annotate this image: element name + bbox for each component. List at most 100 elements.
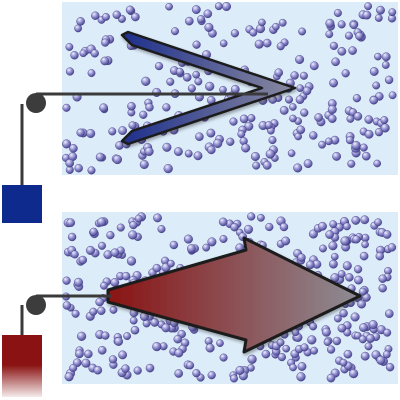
gas-particle <box>279 106 289 115</box>
gas-particle <box>128 230 138 240</box>
gas-particle <box>331 57 340 67</box>
gas-particle <box>290 71 299 80</box>
gas-particle <box>230 29 240 38</box>
gas-particle <box>121 271 131 281</box>
gas-particle <box>297 253 306 262</box>
gas-particle <box>325 230 334 239</box>
gas-particle <box>114 337 124 346</box>
gas-particle <box>145 103 154 112</box>
gas-particle <box>327 104 337 114</box>
gas-particle <box>350 312 360 322</box>
gas-particle <box>258 18 266 27</box>
gas-particle <box>184 16 194 26</box>
bottom-panel <box>0 212 398 400</box>
gas-particle <box>347 159 356 168</box>
gas-particle <box>187 84 196 93</box>
gas-particle <box>97 241 106 250</box>
gas-particle <box>309 61 319 71</box>
gas-particle <box>62 301 72 310</box>
gas-particle <box>353 112 363 121</box>
gas-particle <box>157 225 166 234</box>
gas-particle <box>100 281 108 290</box>
gas-particle <box>281 236 291 246</box>
gas-particle <box>373 159 382 168</box>
gas-particle <box>318 221 327 231</box>
gas-particle <box>369 67 379 76</box>
gas-particle <box>337 323 347 333</box>
gas-particle <box>300 343 309 352</box>
bottom-weight-fade <box>0 365 46 400</box>
gas-particle <box>387 243 397 252</box>
gas-particle <box>343 349 353 359</box>
gas-particle <box>327 114 337 123</box>
gas-particle <box>348 46 357 55</box>
gas-particle <box>161 323 171 333</box>
gas-particle <box>329 41 339 51</box>
gas-particle <box>76 128 85 137</box>
gas-particle <box>163 164 173 174</box>
gas-particle <box>186 244 196 254</box>
gas-particle <box>65 67 75 76</box>
gas-particle <box>89 227 98 236</box>
gas-particle <box>134 214 143 223</box>
gas-particle <box>376 5 385 15</box>
gas-particle <box>213 138 223 149</box>
gas-particle <box>359 251 369 261</box>
gas-particle <box>328 259 338 269</box>
gas-particle <box>118 350 128 360</box>
bottom-pulley <box>26 295 46 315</box>
gas-particle <box>237 130 246 139</box>
gas-particle <box>64 372 74 382</box>
gas-particle <box>219 39 228 48</box>
gas-particle <box>345 136 354 145</box>
gas-particle <box>153 213 162 223</box>
gas-particle <box>309 322 318 331</box>
gas-particle <box>326 373 336 383</box>
gas-particle <box>337 270 346 278</box>
gas-particle <box>351 215 361 225</box>
gas-particle <box>207 371 216 380</box>
gas-particle <box>296 125 306 135</box>
gas-particle <box>345 273 354 282</box>
gas-particle <box>175 67 184 76</box>
gas-particle <box>330 252 339 261</box>
gas-particle <box>118 126 128 136</box>
gas-particle <box>385 363 395 372</box>
gas-particle <box>265 149 275 159</box>
gas-particle <box>341 69 350 78</box>
gas-particle <box>247 212 256 221</box>
gas-particle <box>154 61 164 71</box>
gas-particle <box>87 69 96 78</box>
gas-particle <box>128 121 137 130</box>
gas-particle <box>170 27 179 36</box>
gas-particle <box>327 345 336 354</box>
gas-particle <box>93 365 103 375</box>
gas-particle <box>349 21 358 30</box>
gas-particle <box>383 328 392 337</box>
gas-particle <box>73 277 83 287</box>
gas-particle <box>162 142 172 152</box>
gas-particle <box>302 86 312 96</box>
gas-particle <box>332 151 341 161</box>
gas-particle <box>144 146 154 156</box>
gas-particle <box>382 230 392 239</box>
gas-particle <box>100 56 110 66</box>
gas-particle <box>296 372 306 382</box>
gas-particle <box>139 159 149 169</box>
gas-particle <box>361 151 371 161</box>
gas-particle <box>152 342 162 352</box>
gas-particle <box>310 346 318 355</box>
gas-particle <box>376 355 386 365</box>
gas-particle <box>85 245 95 255</box>
gas-particle <box>139 110 148 119</box>
gas-particle <box>247 354 257 364</box>
gas-particle <box>328 241 338 251</box>
gas-particle <box>221 1 231 12</box>
gas-particle <box>69 364 78 373</box>
gas-particle <box>378 284 387 293</box>
gas-particle <box>254 39 264 49</box>
gas-particle <box>116 223 125 232</box>
gas-particle <box>375 252 384 261</box>
gas-particle <box>276 338 285 347</box>
gas-particle <box>319 244 327 253</box>
